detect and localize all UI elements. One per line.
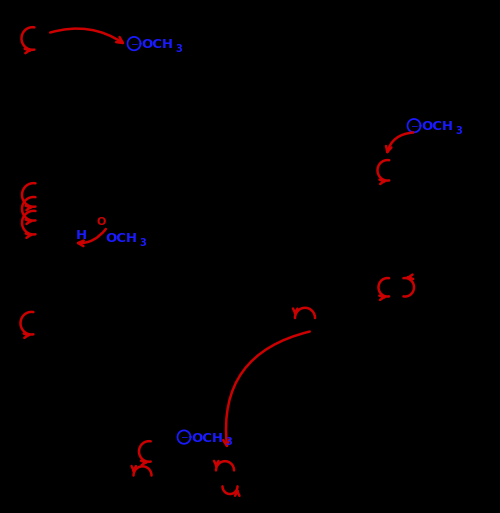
- Text: OCH: OCH: [105, 232, 137, 245]
- Text: OCH: OCH: [191, 431, 223, 445]
- Text: OCH: OCH: [141, 38, 173, 51]
- Text: −: −: [410, 121, 418, 130]
- Text: O: O: [97, 216, 106, 227]
- Text: H: H: [76, 229, 87, 243]
- Text: −: −: [130, 39, 138, 48]
- Text: 3: 3: [139, 238, 146, 248]
- Text: 3: 3: [175, 44, 182, 54]
- Text: 3: 3: [225, 437, 232, 447]
- Text: −: −: [180, 432, 188, 442]
- Text: 3: 3: [455, 126, 462, 136]
- Text: OCH: OCH: [421, 120, 453, 133]
